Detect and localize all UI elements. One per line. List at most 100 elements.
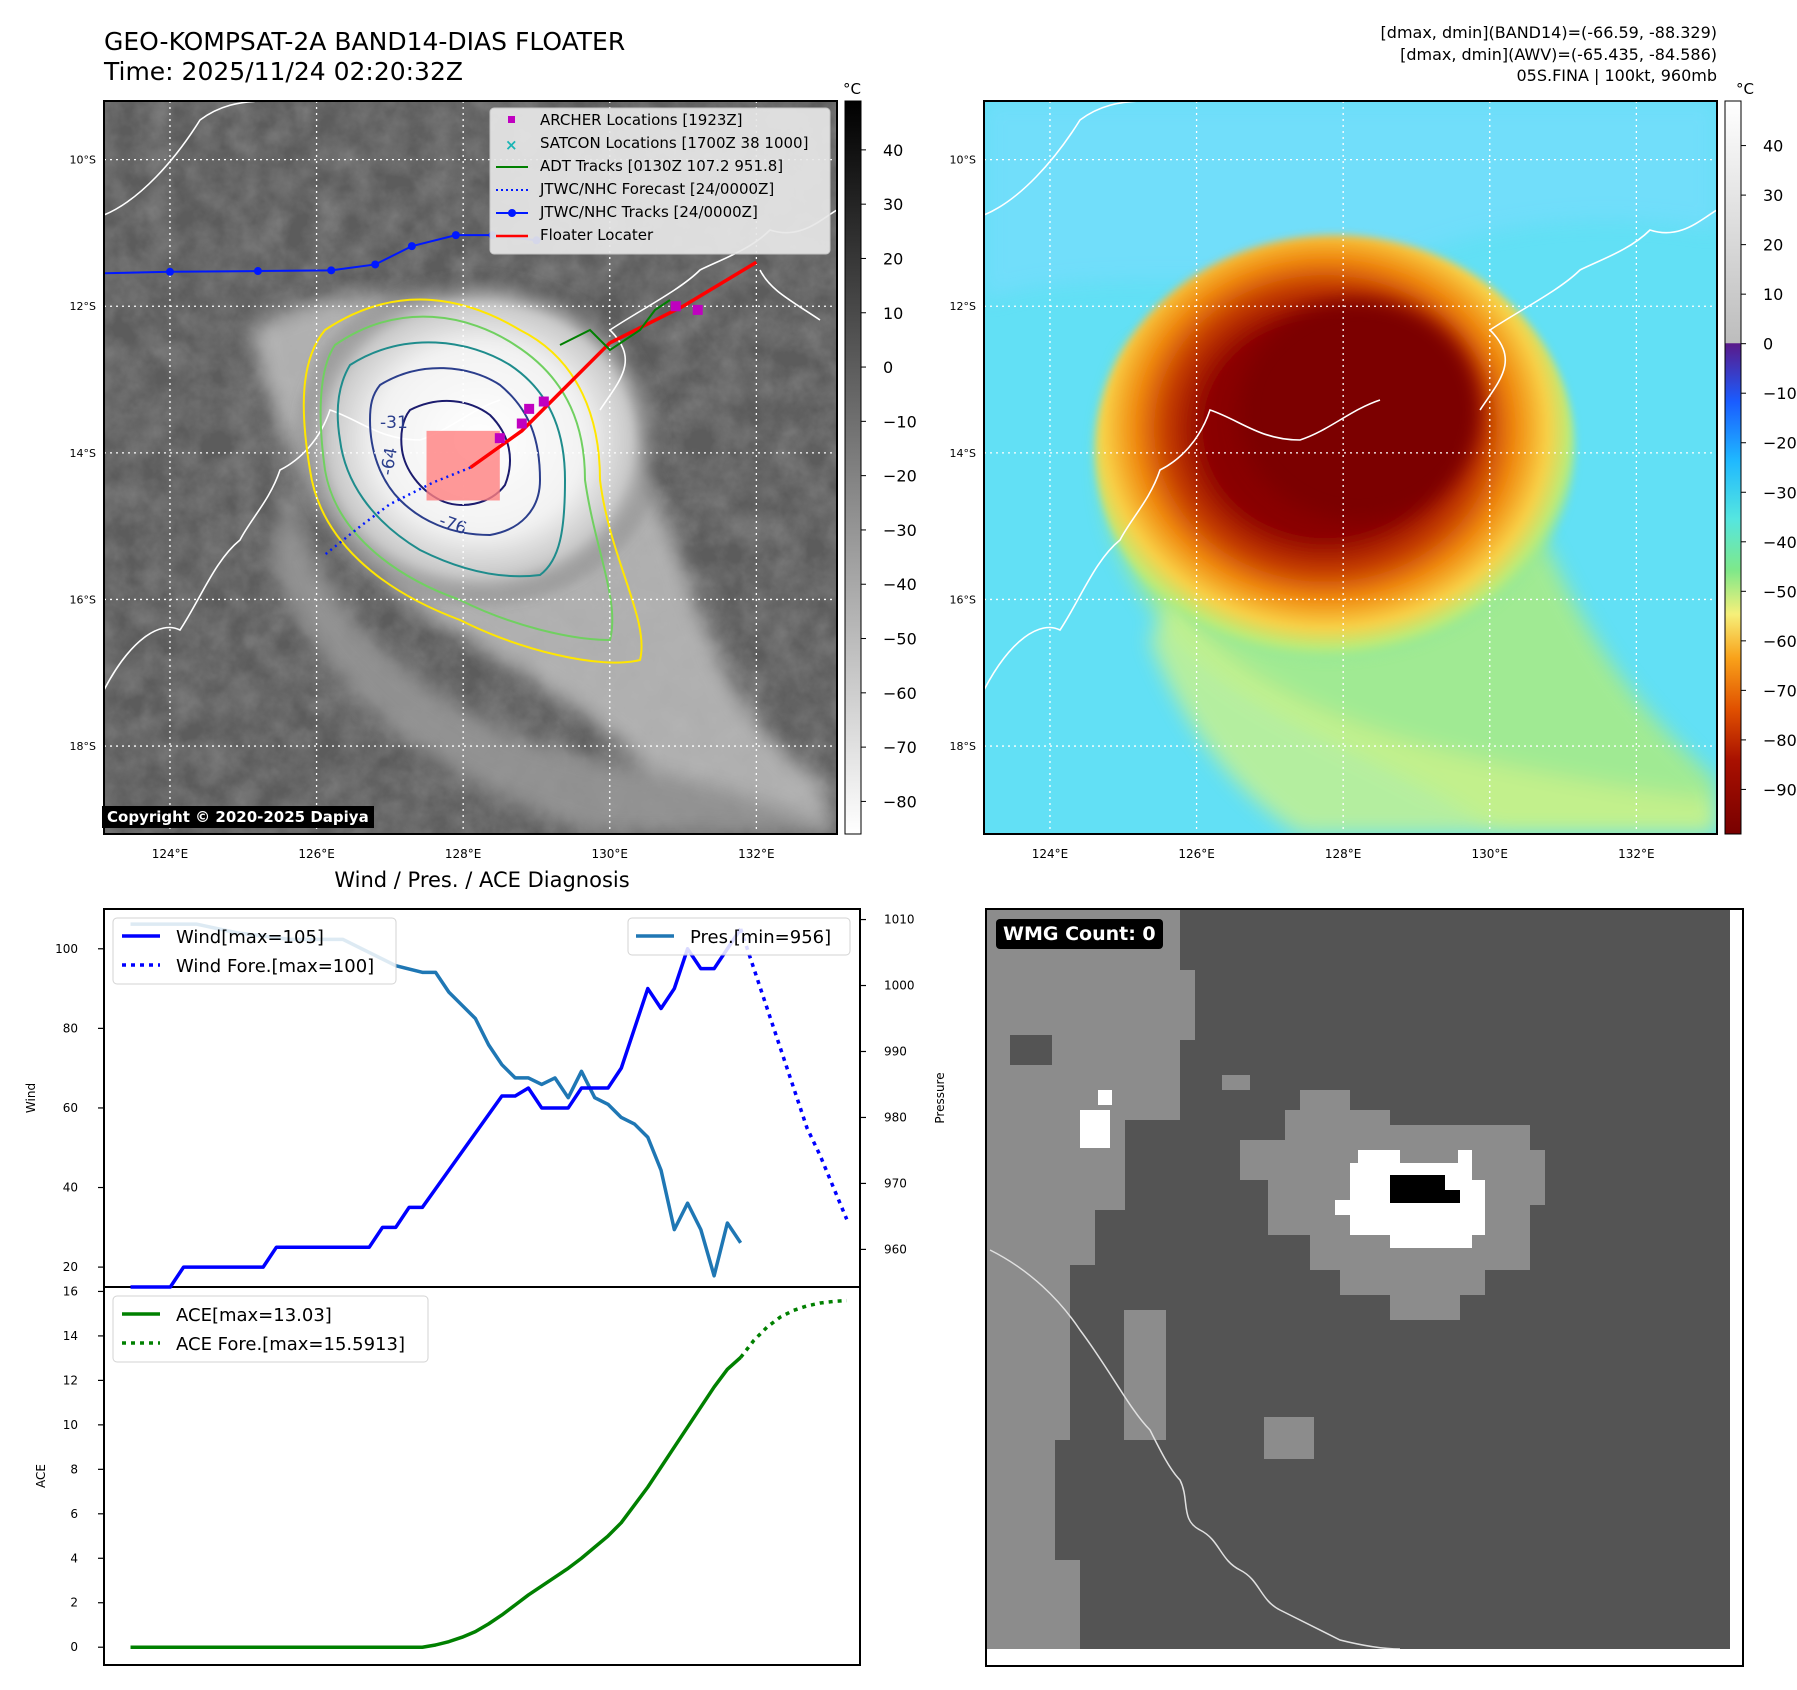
lon-label: 130°E: [1472, 847, 1509, 861]
coastline: [984, 101, 1717, 691]
axis-tick-label: 40: [63, 1181, 78, 1195]
axis-tick-label: 2: [70, 1596, 78, 1610]
temperature-contours: [302, 298, 643, 664]
figure-title: GEO-KOMPSAT-2A BAND14-DIAS FLOATER: [104, 27, 625, 56]
axis-tick-label: 60: [63, 1101, 78, 1115]
gray-colorbar-ticks: 40 30 20 10 0 −10 −20 −30 −40 −50 −60 −70 −80: [861, 141, 917, 811]
lon-label: 132°E: [738, 847, 775, 861]
legend-adt: ADT Tracks [0130Z 107.2 951.8]: [540, 157, 783, 175]
colorbar-tick-label: 40: [883, 141, 903, 160]
wmg-frame: [985, 908, 1744, 1667]
lon-label: 130°E: [592, 847, 629, 861]
axis-tick-label: 10: [63, 1418, 78, 1432]
axis-tick-label: 14: [63, 1329, 78, 1343]
floater-box: [426, 430, 500, 501]
colorbar-tick-label: −60: [883, 684, 917, 703]
colorbar-tick-label: −50: [1763, 582, 1797, 601]
track-dot-icon: [508, 209, 516, 217]
axis-tick-label: 1010: [884, 913, 915, 927]
legend-forecast: JTWC/NHC Forecast [24/0000Z]: [539, 180, 774, 198]
colorbar-tick-label: 0: [883, 358, 893, 377]
lat-label: 16°S: [950, 593, 976, 606]
lon-label: 128°E: [1325, 847, 1362, 861]
lat-label: 18°S: [950, 740, 976, 753]
ir-map-frame: [103, 100, 838, 835]
pressure-axis-label: Pressure: [933, 1072, 947, 1123]
lon-label: 132°E: [1618, 847, 1655, 861]
legend-ace-fore: ACE Fore.[max=15.5913]: [176, 1334, 405, 1355]
axis-tick-label: 20: [63, 1260, 78, 1274]
track-point: [407, 242, 416, 251]
archer-point: [692, 304, 703, 315]
colorbar-tick-label: −90: [1763, 780, 1797, 799]
legend-pres: Pres.[min=956]: [690, 927, 831, 948]
axis-tick-label: 1000: [884, 979, 915, 993]
archer-marker-icon: [508, 116, 515, 123]
colorbar-tick-label: 40: [1763, 137, 1783, 156]
colorbar-tick-label: 10: [1763, 285, 1783, 304]
colorbar-tick-label: −40: [883, 575, 917, 594]
ace-axis-ticks: 0 2 4 6 8 10 12 14 16: [63, 1284, 104, 1654]
wmg-count-label: WMG Count: 0: [996, 919, 1163, 949]
wind-axis-label: Wind: [24, 1083, 38, 1113]
colorbar-tick-label: 0: [1763, 335, 1773, 354]
colorbar-tick-label: −70: [1763, 681, 1797, 700]
archer-point: [538, 396, 549, 407]
legend-archer: ARCHER Locations [1923Z]: [540, 111, 743, 129]
color-colorbar-ticks: 40 30 20 10 0 −10 −20 −30 −40 −50 −60 −70 −80 −90: [1741, 137, 1797, 799]
track-point: [165, 267, 174, 276]
track-point: [371, 260, 380, 269]
legend-ace: ACE[max=13.03]: [176, 1305, 332, 1326]
map-axis-labels: 124°E 126°E 128°E 130°E 132°E 10°S 12°S 14°S 16°…: [70, 154, 1655, 861]
axis-tick-label: 960: [884, 1242, 907, 1256]
lat-label: 14°S: [950, 447, 976, 460]
contour-label: -64: [377, 446, 402, 477]
colorbar-tick-label: 20: [883, 249, 903, 268]
axis-tick-label: 970: [884, 1176, 907, 1190]
copyright-label: Copyright © 2020-2025 Dapiya: [102, 806, 374, 828]
legend-wind: Wind[max=105]: [176, 927, 324, 948]
satcon-marker-icon: ×: [505, 136, 518, 154]
lon-label: 128°E: [445, 847, 482, 861]
lat-label: 12°S: [70, 300, 96, 313]
archer-point: [524, 403, 535, 414]
colorbar-tick-label: −50: [883, 630, 917, 649]
axis-tick-label: 4: [70, 1551, 78, 1565]
color-map-panel: [984, 101, 1717, 834]
colorbar-tick-label: −10: [1763, 384, 1797, 403]
axis-tick-label: 80: [63, 1021, 78, 1035]
adt-track-line: [559, 299, 671, 352]
info-dmax-awv: [dmax, dmin](AWV)=(-65.435, -84.586): [1400, 45, 1717, 64]
legend-wind-fore: Wind Fore.[max=100]: [176, 956, 374, 977]
pressure-axis-ticks: 960 970 980 990 1000 1010: [860, 913, 915, 1256]
color-colorbar: [1724, 100, 1742, 835]
ace-forecast-series: [739, 1298, 847, 1359]
lat-label: 12°S: [950, 300, 976, 313]
diag-title: Wind / Pres. / ACE Diagnosis: [334, 868, 629, 892]
archer-point: [516, 418, 527, 429]
color-map-frame: [983, 100, 1718, 835]
lon-label: 124°E: [152, 847, 189, 861]
colorbar-tick-label: −40: [1763, 533, 1797, 552]
track-point: [451, 231, 460, 240]
axis-tick-label: 980: [884, 1110, 907, 1124]
axis-tick-label: 12: [63, 1373, 78, 1387]
archer-point: [670, 301, 681, 312]
lon-label: 126°E: [298, 847, 335, 861]
archer-point: [494, 433, 505, 444]
ace-series: [130, 1356, 742, 1649]
wind-forecast-series: [738, 928, 849, 1221]
figure-time: Time: 2025/11/24 02:20:32Z: [103, 57, 463, 86]
axis-tick-label: 6: [70, 1507, 78, 1521]
map-gridlines: [984, 101, 1717, 834]
archer-locations: [494, 301, 703, 444]
track-point: [327, 266, 336, 275]
legend-floater: Floater Locater: [540, 226, 654, 244]
lon-label: 124°E: [1032, 847, 1069, 861]
wmg-panel: [986, 909, 1730, 1649]
lat-label: 18°S: [70, 740, 96, 753]
ace-legend: ACE[max=13.03] ACE Fore.[max=15.5913]: [112, 1295, 429, 1363]
pressure-legend: Pres.[min=956]: [627, 917, 851, 956]
colorbar-tick-label: −80: [1763, 731, 1797, 750]
